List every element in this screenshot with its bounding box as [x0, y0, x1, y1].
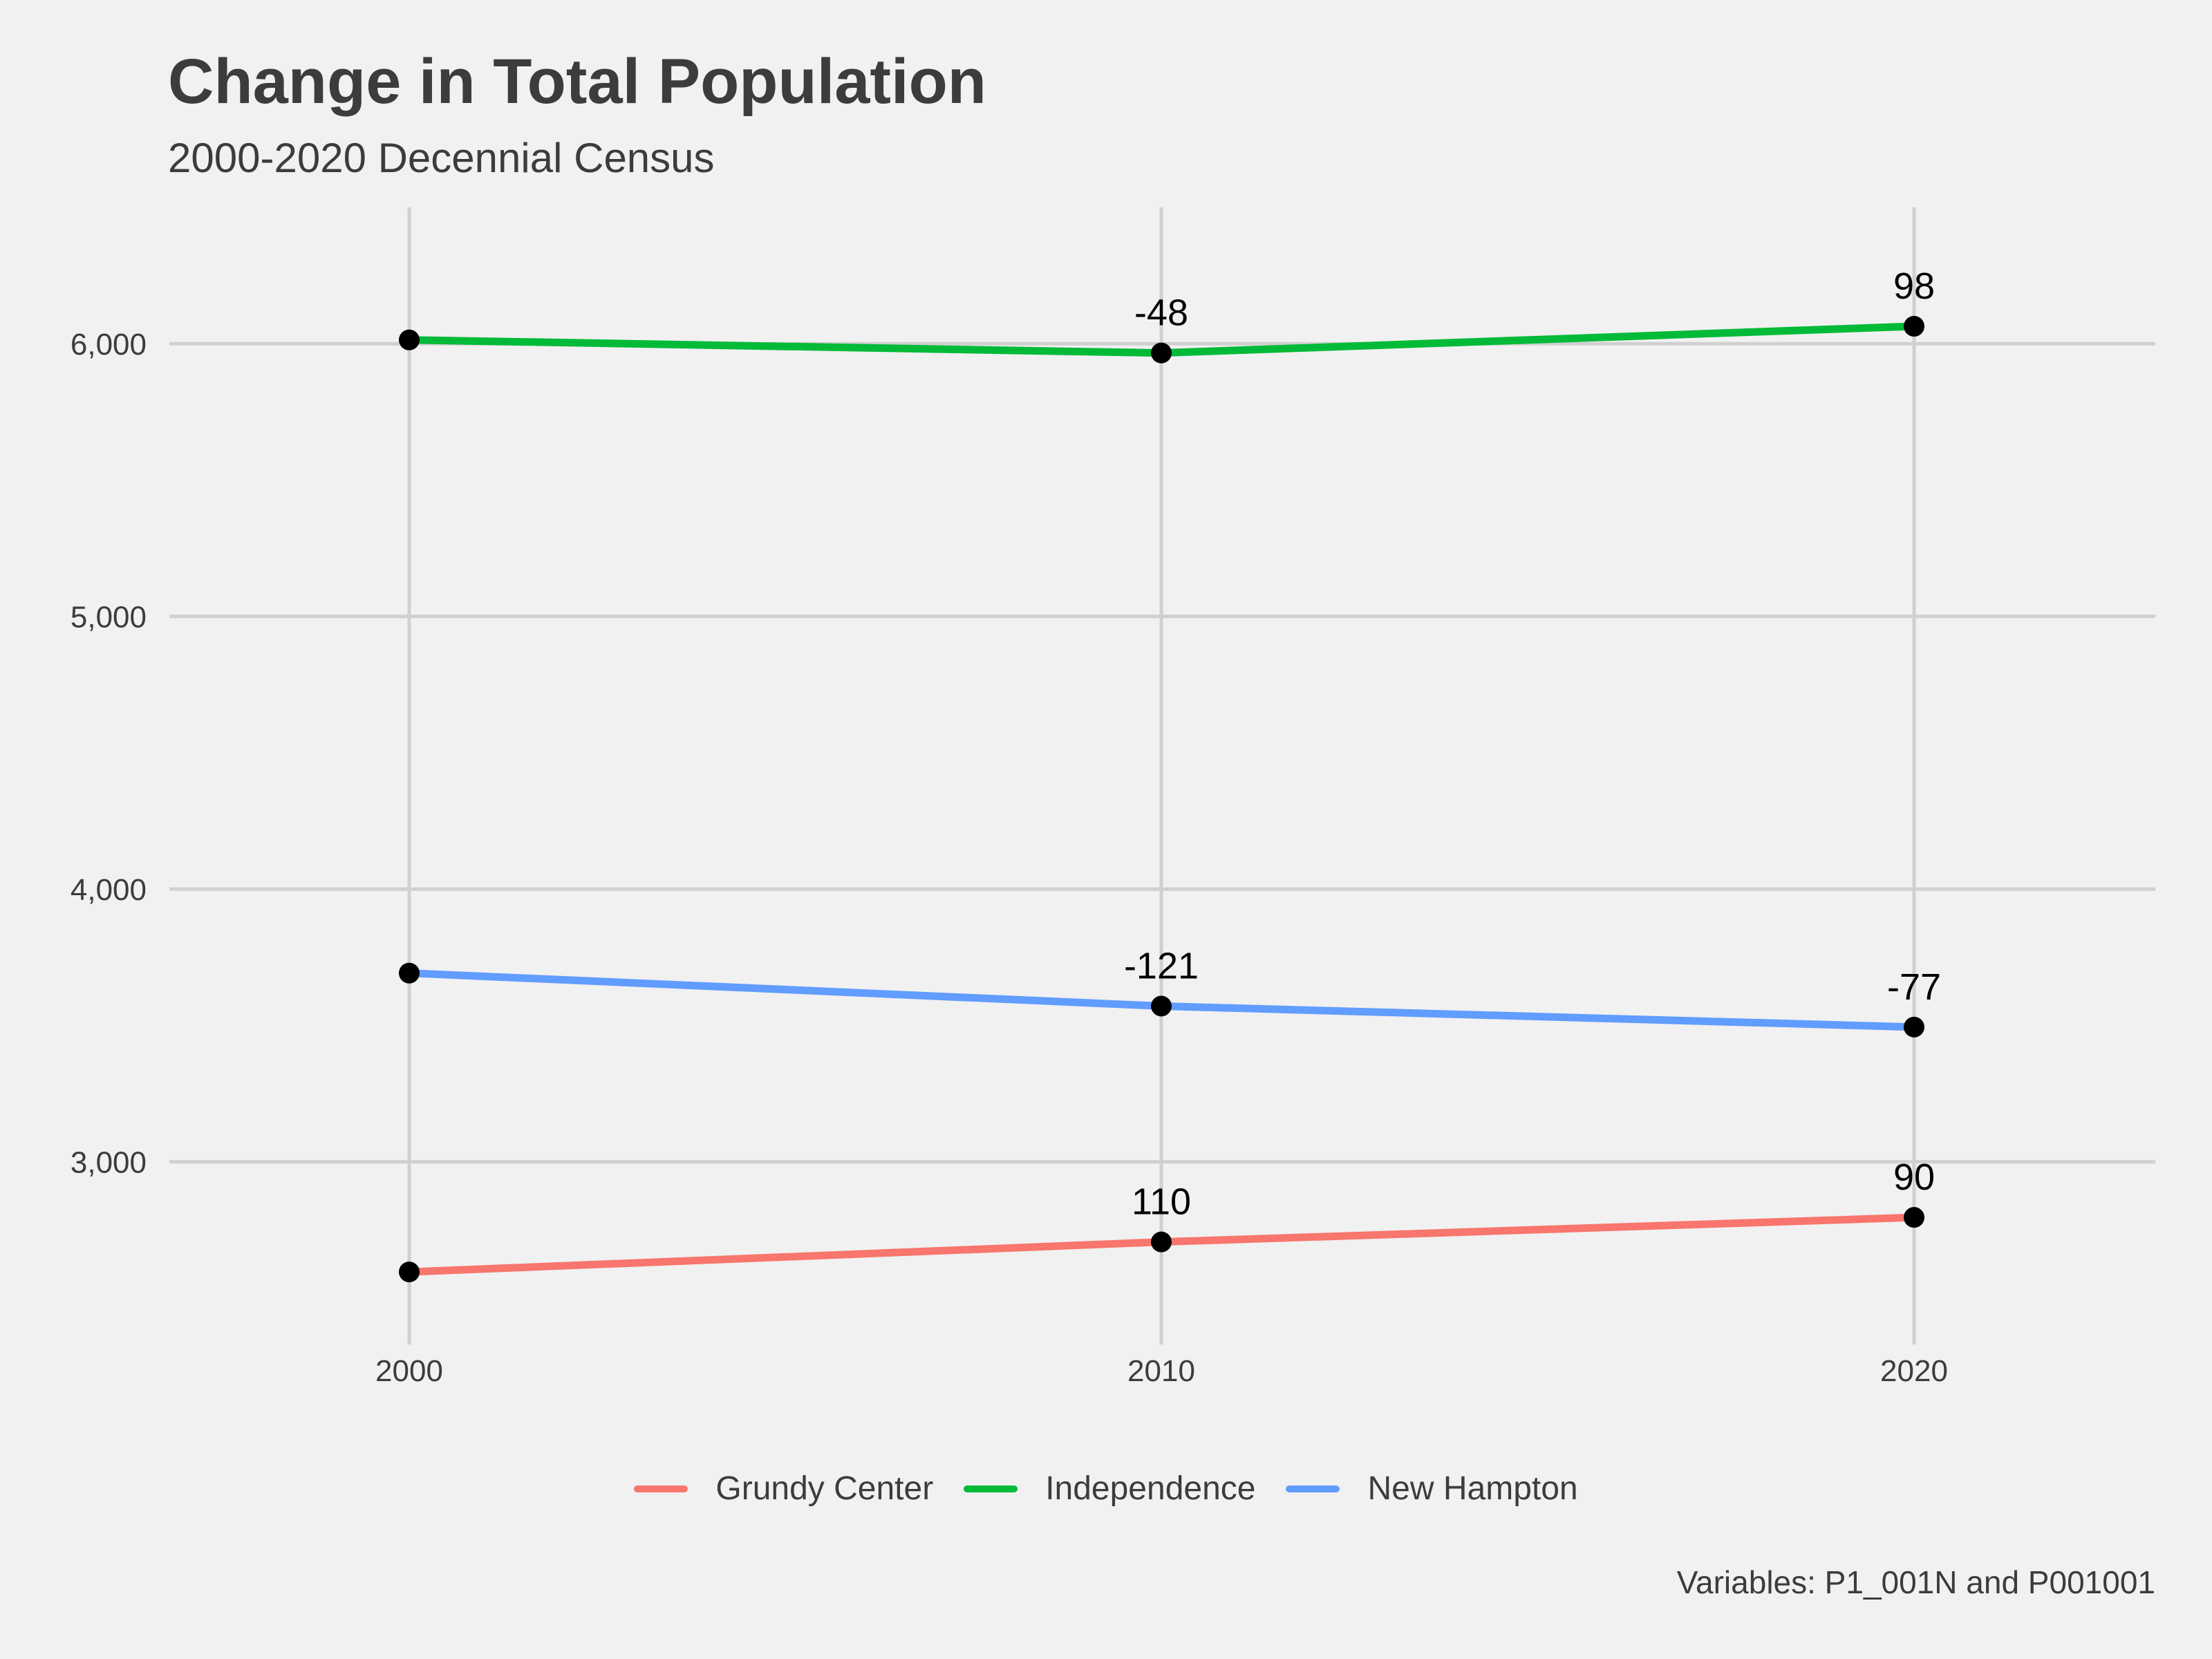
data-point-grundy-center — [1904, 1207, 1924, 1228]
axis-tick-labels: 3,000 4,000 5,000 6,000 2000 2010 2020 — [71, 328, 1948, 1388]
legend-label-new-hampton: New Hampton — [1367, 1470, 1578, 1507]
chart-title: Change in Total Population — [168, 46, 987, 117]
x-tick-label: 2000 — [375, 1354, 443, 1388]
data-label-new-hampton: -77 — [1887, 966, 1941, 1008]
data-point-grundy-center — [1151, 1231, 1172, 1253]
y-tick-label: 4,000 — [71, 873, 147, 907]
data-point-new-hampton — [1151, 995, 1172, 1017]
data-label-independence: -48 — [1134, 292, 1188, 334]
y-tick-label: 3,000 — [71, 1146, 147, 1180]
data-point-independence — [399, 329, 420, 350]
y-tick-label: 5,000 — [71, 601, 147, 635]
legend-item-independence: Independence — [964, 1470, 1255, 1508]
legend-item-grundy-center: Grundy Center — [634, 1470, 933, 1508]
data-point-grundy-center — [399, 1262, 420, 1283]
legend-item-new-hampton: New Hampton — [1286, 1470, 1578, 1508]
legend-label-grundy-center: Grundy Center — [715, 1470, 934, 1507]
legend-key-independence — [964, 1485, 1018, 1492]
data-label-new-hampton: -121 — [1124, 945, 1199, 986]
legend-key-grundy-center — [634, 1485, 688, 1492]
legend-label-independence: Independence — [1045, 1470, 1256, 1507]
data-labels: 110 90 -48 98 -121 -77 — [1124, 265, 1941, 1223]
data-label-grundy-center: 110 — [1132, 1181, 1191, 1223]
y-tick-label: 6,000 — [71, 328, 147, 362]
data-point-new-hampton — [399, 962, 420, 984]
legend-key-new-hampton — [1286, 1485, 1340, 1492]
data-point-independence — [1904, 315, 1924, 337]
chart-subtitle: 2000-2020 Decennial Census — [168, 135, 715, 181]
legend: Grundy Center Independence New Hampton — [0, 1470, 2212, 1508]
data-label-independence: 98 — [1893, 265, 1935, 307]
x-tick-label: 2010 — [1127, 1354, 1195, 1388]
data-point-new-hampton — [1904, 1016, 1924, 1038]
grid-lines — [169, 207, 2155, 1344]
chart-caption: Variables: P1_001N and P001001 — [1676, 1564, 2155, 1600]
x-tick-label: 2020 — [1880, 1354, 1948, 1388]
data-label-grundy-center: 90 — [1893, 1156, 1935, 1198]
series-points — [399, 315, 1924, 1283]
data-point-independence — [1151, 342, 1172, 364]
